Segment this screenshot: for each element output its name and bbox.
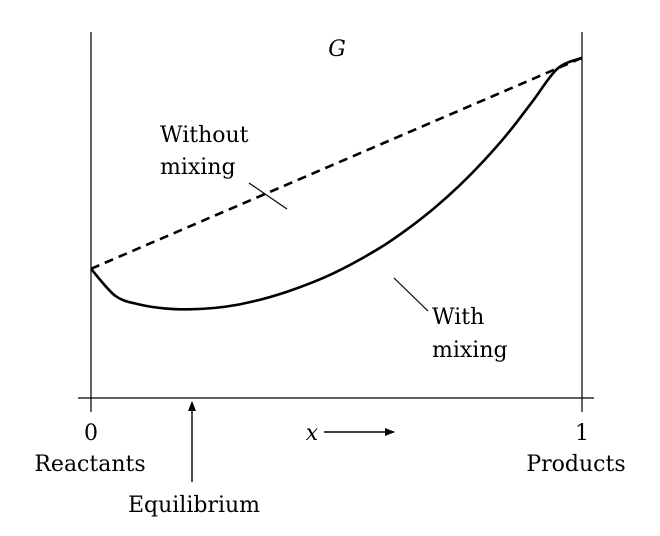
x-tick-label-1: 1 xyxy=(575,421,589,446)
without-mixing-label-line1: Without xyxy=(160,123,249,148)
x-axis-label: x xyxy=(306,421,319,446)
x-tick-label-0: 0 xyxy=(84,421,98,446)
with-mixing-label-line1: With xyxy=(432,305,484,330)
with-mixing-leader-line xyxy=(393,277,429,312)
series-line-with-mixing xyxy=(90,56,583,311)
without-mixing-label-line2: mixing xyxy=(160,155,236,180)
x-tick-sublabel-products: Products xyxy=(526,452,625,477)
x-tick-sublabel-reactants: Reactants xyxy=(34,452,145,477)
without-mixing-leader-line xyxy=(248,182,288,210)
y-axis-label: G xyxy=(328,37,346,62)
equilibrium-label: Equilibrium xyxy=(128,493,260,518)
with-mixing-label-line2: mixing xyxy=(432,338,508,363)
